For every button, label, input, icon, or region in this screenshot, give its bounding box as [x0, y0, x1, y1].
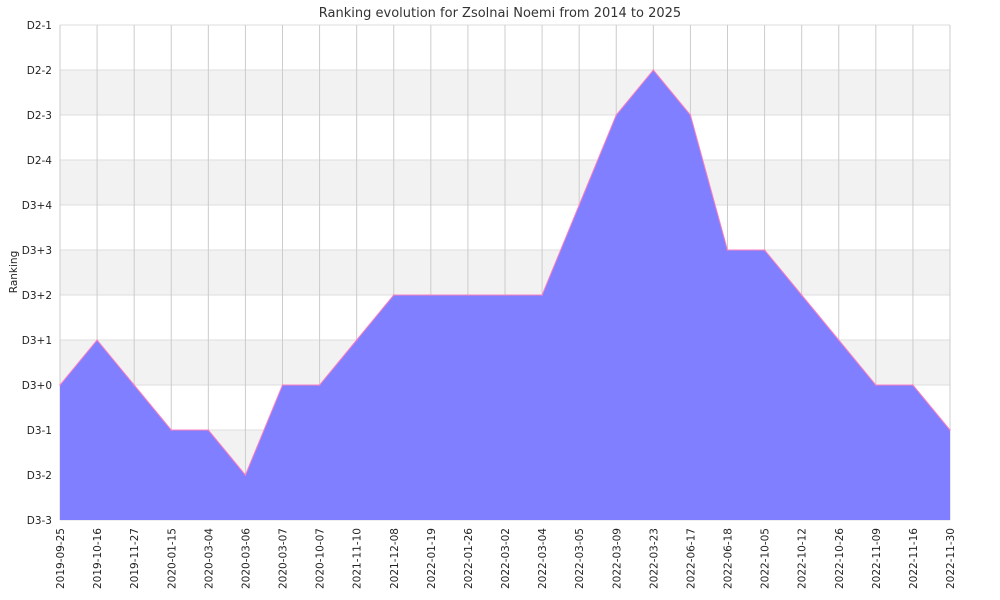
x-tick-label: 2019-10-16: [92, 528, 104, 589]
data-point: [244, 474, 247, 476]
y-axis-label: Ranking: [8, 251, 20, 293]
x-tick-label: 2019-11-27: [129, 528, 141, 589]
data-point: [59, 384, 61, 386]
y-tick-label: D2-4: [27, 155, 53, 167]
data-point: [615, 114, 618, 116]
data-point: [541, 294, 543, 296]
x-tick-labels: 2019-09-25 2019-10-16 2019-11-27 2020-01-15…: [55, 528, 957, 589]
data-point: [281, 384, 284, 386]
x-tick-label: 2020-03-07: [278, 528, 290, 589]
x-tick-label: 2022-01-19: [426, 528, 438, 589]
y-tick-label: D2-1: [27, 20, 52, 32]
x-tick-label: 2022-06-18: [723, 528, 735, 589]
x-tick-label: 2022-11-16: [908, 528, 920, 589]
x-tick-label: 2022-03-23: [648, 528, 660, 589]
y-tick-label: D2-2: [27, 65, 52, 77]
data-point: [133, 384, 135, 386]
y-tick-label: D3+4: [22, 200, 53, 212]
x-tick-label: 2022-03-02: [500, 528, 512, 589]
x-tick-label: 2019-09-25: [55, 528, 67, 589]
data-point: [430, 294, 432, 296]
data-point: [467, 294, 469, 296]
data-point: [726, 249, 729, 251]
x-tick-label: 2020-10-07: [315, 528, 327, 589]
data-point: [800, 294, 803, 296]
x-tick-label: 2020-03-04: [203, 528, 215, 589]
data-point: [912, 384, 914, 386]
y-tick-label: D2-3: [27, 110, 52, 122]
y-tick-label: D3+0: [22, 380, 52, 392]
data-point: [689, 114, 692, 116]
y-tick-label: D3+1: [22, 335, 52, 347]
x-tick-label: 2022-03-04: [537, 528, 549, 589]
y-tick-label: D3-1: [27, 425, 52, 437]
x-tick-label: 2022-06-17: [685, 528, 697, 589]
data-point: [392, 294, 395, 296]
area-series: [59, 69, 951, 520]
x-tick-label: 2021-11-10: [352, 528, 364, 589]
x-tick-label: 2021-12-08: [389, 528, 401, 589]
x-tick-label: 2022-10-12: [797, 528, 809, 589]
x-tick-label: 2022-03-05: [574, 528, 586, 589]
x-tick-label: 2022-03-09: [611, 528, 623, 589]
data-point: [207, 429, 210, 431]
data-point: [949, 429, 951, 431]
y-tick-label: D3+3: [22, 245, 52, 257]
x-tick-label: 2022-10-26: [834, 528, 846, 589]
x-tick-label: 2022-01-26: [463, 528, 475, 589]
data-point: [355, 339, 358, 341]
x-tick-label: 2020-03-06: [240, 528, 252, 589]
data-point: [578, 204, 580, 206]
y-tick-label: D3-3: [27, 515, 52, 527]
x-tick-label: 2020-01-15: [166, 528, 178, 589]
data-point: [652, 69, 655, 71]
data-point: [763, 249, 766, 251]
data-point: [170, 429, 173, 431]
y-tick-labels: D3-3 D3-2 D3-1 D3+0 D3+1 D3+2 D3+3 D3+4 D2-4 D2-3…: [22, 20, 53, 527]
data-point: [96, 339, 98, 341]
x-tick-label: 2022-10-05: [760, 528, 772, 589]
chart-title: Ranking evolution for Zsolnai Noemi from…: [319, 6, 681, 21]
y-tick-label: D3+2: [22, 290, 52, 302]
y-tick-label: D3-2: [27, 470, 52, 482]
data-point: [837, 339, 840, 341]
x-tick-label: 2022-11-09: [871, 528, 883, 589]
data-point: [504, 294, 506, 296]
data-point: [875, 384, 877, 386]
x-tick-label: 2022-11-30: [945, 528, 957, 589]
data-point: [318, 384, 321, 386]
